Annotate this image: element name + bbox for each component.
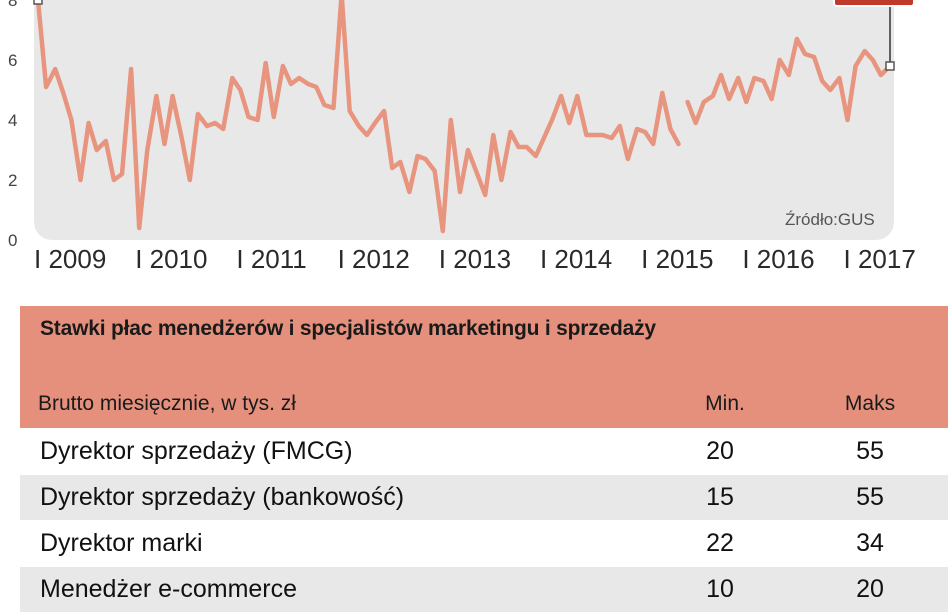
row-min-value: 15 [706,483,734,511]
series-line [660,90,681,147]
column-header-max: Maks [844,392,896,415]
x-tick-label: I 2016 [742,244,814,274]
row-max-value: 34 [856,529,884,557]
row-max-value: 20 [856,575,884,603]
table-subheading: Brutto miesięcznie, w tys. zł [38,392,296,415]
table-title: Stawki płac menedżerów i specjalistów ma… [40,317,656,340]
salary-table: Stawki płac menedżerów i specjalistów ma… [20,306,948,612]
plot-background [34,0,894,240]
series-lines [35,0,893,234]
last-point-marker [885,61,895,71]
x-tick-label: I 2017 [844,244,916,274]
row-job-title: Dyrektor marki [40,529,203,557]
column-header-min: Min. [705,392,745,415]
row-job-title: Menedżer e-commerce [40,575,298,603]
row-min-value: 22 [706,529,734,557]
y-tick-label: 8 [8,0,17,10]
row-min-value: 20 [706,437,734,465]
x-tick-label: I 2013 [439,244,511,274]
row-max-value: 55 [856,483,884,511]
table-row: Dyrektor marki 22 34 [20,520,948,566]
row-min-value: 10 [706,575,734,603]
first-point-marker [33,0,43,5]
callout-box [833,0,915,7]
source-label: Źródło:GUS [785,210,875,229]
x-axis-ticks: I 2009 I 2010 I 2011 I 2012 I 2013 I 2014 I 20… [34,244,916,274]
row-job-title: Dyrektor sprzedaży (bankowość) [40,483,405,511]
y-axis-ticks: 0 2 4 6 8 [8,0,17,250]
row-job-title: Dyrektor sprzedaży (FMCG) [40,437,353,465]
series-line [685,36,893,126]
table-row: Dyrektor sprzedaży (FMCG) 20 55 [20,428,948,474]
series-markers [33,0,915,71]
x-tick-label: I 2015 [641,244,713,274]
y-tick-label: 4 [8,111,17,130]
table-header: Stawki płac menedżerów i specjalistów ma… [20,306,948,428]
row-max-value: 55 [856,437,884,465]
y-tick-label: 0 [8,231,17,250]
table-body: Dyrektor sprzedaży (FMCG) 20 55 Dyrektor… [20,428,948,612]
y-tick-label: 2 [8,171,17,190]
series-line [35,0,665,234]
y-tick-label: 6 [8,51,17,70]
x-tick-label: I 2014 [540,244,612,274]
x-tick-label: I 2010 [135,244,207,274]
table-row: Menedżer e-commerce 10 20 [20,566,948,612]
table-row: Dyrektor sprzedaży (bankowość) 15 55 [20,474,948,520]
x-tick-label: I 2009 [34,244,106,274]
x-tick-label: I 2011 [236,244,306,274]
x-tick-label: I 2012 [338,244,410,274]
